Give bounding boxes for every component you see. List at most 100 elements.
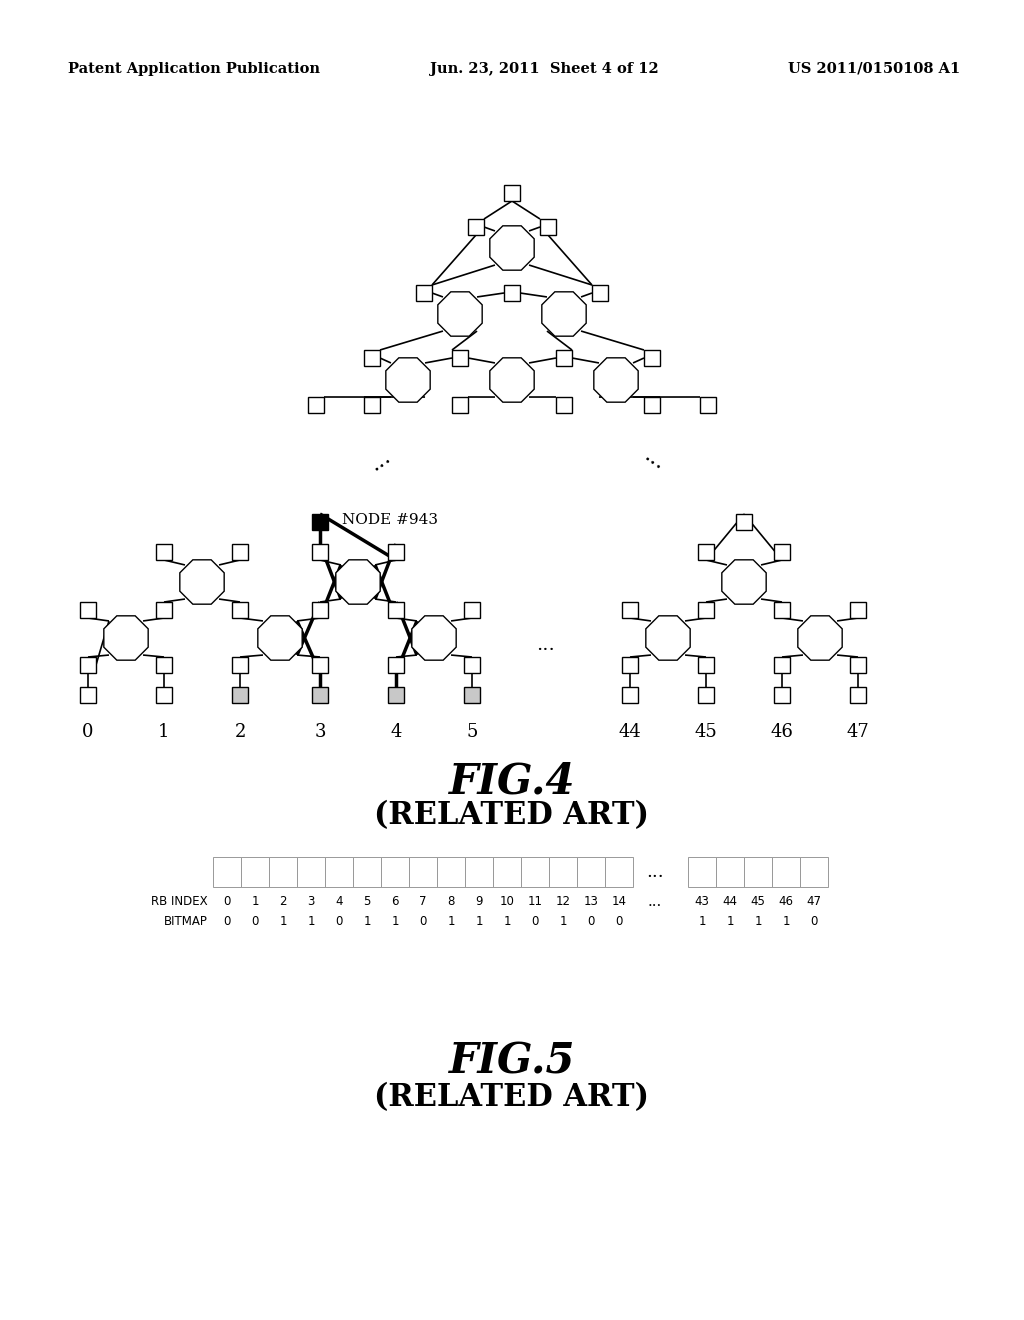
- Text: ...: ...: [646, 863, 664, 880]
- Bar: [540, 219, 556, 235]
- Bar: [549, 857, 577, 887]
- Bar: [312, 602, 328, 618]
- Polygon shape: [489, 358, 535, 403]
- Bar: [688, 857, 716, 887]
- Bar: [556, 350, 572, 366]
- Bar: [774, 686, 790, 704]
- Text: ...: ...: [640, 445, 670, 475]
- Bar: [744, 857, 772, 887]
- Text: 47: 47: [847, 723, 869, 741]
- Text: (RELATED ART): (RELATED ART): [375, 1082, 649, 1113]
- Text: 1: 1: [698, 915, 706, 928]
- Text: 0: 0: [223, 915, 230, 928]
- Bar: [325, 857, 353, 887]
- Text: 9: 9: [475, 895, 482, 908]
- Bar: [388, 602, 404, 618]
- Bar: [353, 857, 381, 887]
- Text: 4: 4: [390, 723, 401, 741]
- Bar: [364, 397, 380, 413]
- Text: 0: 0: [588, 915, 595, 928]
- Text: 0: 0: [810, 915, 818, 928]
- Text: 1: 1: [782, 915, 790, 928]
- Bar: [800, 857, 828, 887]
- Text: 1: 1: [475, 915, 482, 928]
- Bar: [312, 657, 328, 673]
- Text: 0: 0: [251, 915, 259, 928]
- Bar: [364, 350, 380, 366]
- Text: 5: 5: [364, 895, 371, 908]
- Bar: [698, 686, 714, 704]
- Text: 1: 1: [755, 915, 762, 928]
- Text: 8: 8: [447, 895, 455, 908]
- Text: BITMAP: BITMAP: [164, 915, 208, 928]
- Bar: [156, 686, 172, 704]
- Bar: [644, 397, 660, 413]
- Bar: [297, 857, 325, 887]
- Polygon shape: [722, 560, 766, 605]
- Bar: [774, 544, 790, 560]
- Bar: [700, 397, 716, 413]
- Bar: [521, 857, 549, 887]
- Text: US 2011/0150108 A1: US 2011/0150108 A1: [787, 62, 961, 77]
- Bar: [504, 285, 520, 301]
- Bar: [774, 657, 790, 673]
- Bar: [388, 544, 404, 560]
- Bar: [308, 397, 324, 413]
- Text: 1: 1: [280, 915, 287, 928]
- Text: ...: ...: [536, 636, 554, 653]
- Bar: [312, 686, 328, 704]
- Text: Patent Application Publication: Patent Application Publication: [68, 62, 319, 77]
- Bar: [232, 686, 248, 704]
- Bar: [622, 686, 638, 704]
- Bar: [464, 657, 480, 673]
- Polygon shape: [336, 560, 380, 605]
- Bar: [465, 857, 493, 887]
- Polygon shape: [438, 292, 482, 337]
- Text: NODE #943: NODE #943: [342, 513, 438, 527]
- Bar: [850, 602, 866, 618]
- Text: RB INDEX: RB INDEX: [152, 895, 208, 908]
- Bar: [213, 857, 241, 887]
- Polygon shape: [386, 358, 430, 403]
- Text: FIG.4: FIG.4: [449, 760, 575, 803]
- Bar: [736, 513, 752, 531]
- Polygon shape: [542, 292, 586, 337]
- Text: 14: 14: [611, 895, 627, 908]
- Bar: [156, 657, 172, 673]
- Text: 4: 4: [335, 895, 343, 908]
- Text: 12: 12: [555, 895, 570, 908]
- Bar: [312, 513, 328, 531]
- Bar: [504, 185, 520, 201]
- Text: 45: 45: [751, 895, 765, 908]
- Text: 44: 44: [723, 895, 737, 908]
- Text: 3: 3: [307, 895, 314, 908]
- Text: 0: 0: [615, 915, 623, 928]
- Bar: [622, 602, 638, 618]
- Bar: [464, 602, 480, 618]
- Bar: [381, 857, 409, 887]
- Text: 11: 11: [527, 895, 543, 908]
- Text: 1: 1: [307, 915, 314, 928]
- Text: 0: 0: [531, 915, 539, 928]
- Polygon shape: [646, 616, 690, 660]
- Bar: [622, 657, 638, 673]
- Bar: [232, 657, 248, 673]
- Bar: [556, 397, 572, 413]
- Bar: [232, 544, 248, 560]
- Text: 46: 46: [778, 895, 794, 908]
- Bar: [577, 857, 605, 887]
- Bar: [232, 602, 248, 618]
- Text: FIG.5: FIG.5: [449, 1040, 575, 1082]
- Text: 1: 1: [559, 915, 566, 928]
- Bar: [605, 857, 633, 887]
- Polygon shape: [489, 226, 535, 271]
- Bar: [80, 602, 96, 618]
- Bar: [416, 285, 432, 301]
- Text: 43: 43: [694, 895, 710, 908]
- Polygon shape: [103, 616, 148, 660]
- Bar: [269, 857, 297, 887]
- Bar: [774, 602, 790, 618]
- Text: 1: 1: [447, 915, 455, 928]
- Text: 1: 1: [391, 915, 398, 928]
- Polygon shape: [412, 616, 456, 660]
